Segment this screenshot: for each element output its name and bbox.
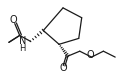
Text: H: H bbox=[19, 44, 26, 53]
Text: N: N bbox=[19, 36, 26, 46]
Text: O: O bbox=[59, 63, 67, 73]
Text: O: O bbox=[10, 15, 18, 25]
Text: O: O bbox=[87, 50, 94, 60]
